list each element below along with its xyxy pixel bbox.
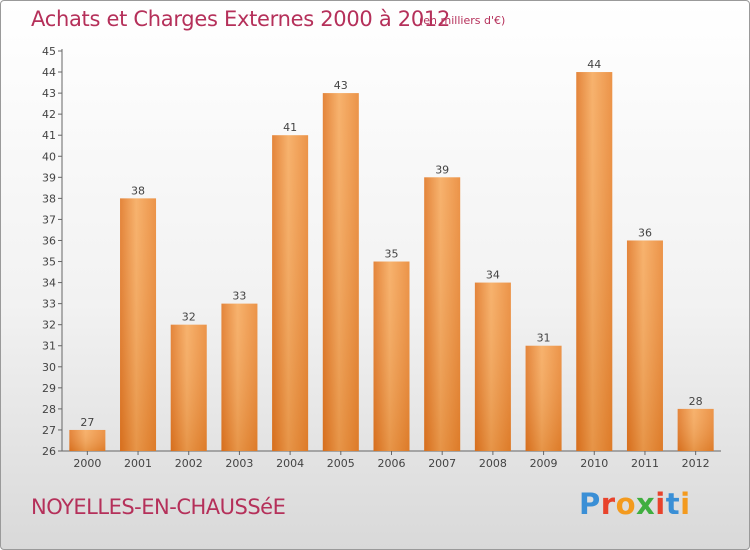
bar-shade <box>373 261 410 451</box>
bar-shade <box>474 282 511 451</box>
axes: 26 27 28 29 30 31 32 33 34 35 36 37 38 39 40 41 42 43 44 45… <box>42 45 721 470</box>
y-tick-label: 37 <box>42 213 56 226</box>
proxiti-logo: Proxiti <box>579 487 691 521</box>
logo-letter: i <box>655 487 666 521</box>
chart-title: Achats et Charges Externes 2000 à 2012 <box>31 7 451 31</box>
x-tick-label: 2004 <box>276 457 304 470</box>
x-tick-label: 2000 <box>73 457 101 470</box>
bar-shade <box>69 429 106 451</box>
bar-value-label: 41 <box>283 121 297 134</box>
bar-value-label: 38 <box>131 184 145 197</box>
logo-letter: o <box>615 487 637 521</box>
y-tick-label: 43 <box>42 87 56 100</box>
bar-shade <box>525 345 562 451</box>
y-tick-label: 42 <box>42 108 56 121</box>
bar-shade <box>576 72 613 451</box>
logo-letter: P <box>579 487 601 521</box>
x-tick-label: 2001 <box>124 457 152 470</box>
y-tick-label: 31 <box>42 340 56 353</box>
bar-value-label: 31 <box>537 332 551 345</box>
unit-label: (en milliers d'€) <box>419 14 506 27</box>
bar-value-label: 34 <box>486 269 500 282</box>
y-tick-label: 45 <box>42 45 56 58</box>
x-tick-label: 2012 <box>682 457 710 470</box>
bar-shade <box>221 303 258 451</box>
y-tick-label: 35 <box>42 256 56 269</box>
x-tick-label: 2003 <box>225 457 253 470</box>
y-tick-label: 44 <box>42 66 56 79</box>
y-tick-label: 39 <box>42 171 56 184</box>
x-tick-label: 2008 <box>479 457 507 470</box>
y-tick-label: 32 <box>42 319 56 332</box>
y-tick-label: 36 <box>42 234 56 247</box>
bar-value-label: 36 <box>638 226 652 239</box>
bar-value-label: 35 <box>385 248 399 261</box>
y-tick-label: 28 <box>42 403 56 416</box>
y-tick-label: 26 <box>42 445 56 458</box>
x-tick-label: 2007 <box>428 457 456 470</box>
logo-letter: i <box>680 487 691 521</box>
bar-shade <box>272 135 309 452</box>
bars: 27 38 32 33 41 43 35 39 34 31 44 36 28 <box>69 58 714 452</box>
logo-letter: t <box>665 487 681 521</box>
y-tick-label: 41 <box>42 129 56 142</box>
y-tick-label: 38 <box>42 192 56 205</box>
y-tick-label: 30 <box>42 361 56 374</box>
logo-letter: r <box>600 487 616 521</box>
logo-letter: x <box>636 487 656 521</box>
bar-value-label: 39 <box>435 163 449 176</box>
y-tick-label: 29 <box>42 382 56 395</box>
y-tick-label: 33 <box>42 298 56 311</box>
x-tick-label: 2005 <box>327 457 355 470</box>
bar-value-label: 28 <box>689 395 703 408</box>
bar-shade <box>170 324 207 451</box>
x-tick-label: 2002 <box>175 457 203 470</box>
bar-value-label: 32 <box>182 311 196 324</box>
y-tick-label: 40 <box>42 150 56 163</box>
bar-value-label: 27 <box>80 416 94 429</box>
y-tick-label: 34 <box>42 277 56 290</box>
x-tick-label: 2011 <box>631 457 659 470</box>
bar-shade <box>120 198 157 451</box>
bar-value-label: 44 <box>587 58 601 71</box>
commune-name: NOYELLES-EN-CHAUSSéE <box>31 495 286 519</box>
y-tick-label: 27 <box>42 424 56 437</box>
bar-shade <box>677 408 714 451</box>
x-tick-label: 2009 <box>530 457 558 470</box>
x-tick-label: 2006 <box>378 457 406 470</box>
bar-value-label: 33 <box>232 290 246 303</box>
bar-value-label: 43 <box>334 79 348 92</box>
bar-shade <box>424 177 461 451</box>
x-tick-label: 2010 <box>580 457 608 470</box>
bar-shade <box>626 240 663 451</box>
bar-shade <box>322 93 359 452</box>
